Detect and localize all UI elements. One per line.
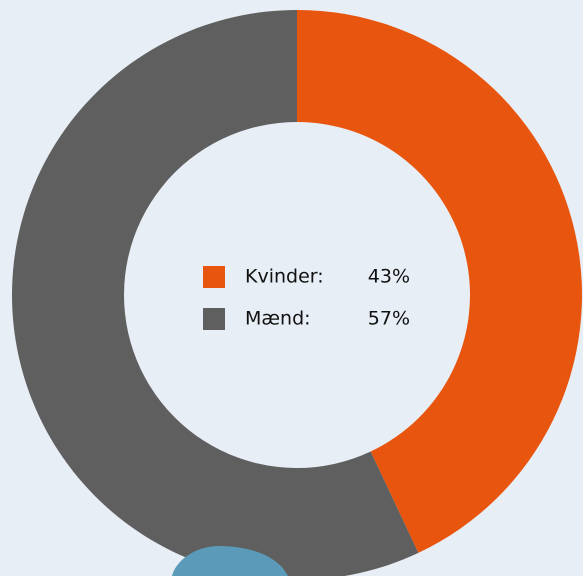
- value-label: 57%: [368, 308, 410, 330]
- legend-label: Kvinder:: [245, 266, 324, 288]
- legend-label: Mænd:: [245, 308, 311, 330]
- donut: [12, 10, 583, 576]
- decorative-blob: [172, 545, 288, 576]
- donut-slice: [297, 10, 583, 553]
- value-label: 43%: [368, 266, 410, 288]
- legend-swatch: [203, 266, 225, 288]
- donut-slice: [12, 10, 419, 576]
- legend-swatch: [203, 308, 225, 330]
